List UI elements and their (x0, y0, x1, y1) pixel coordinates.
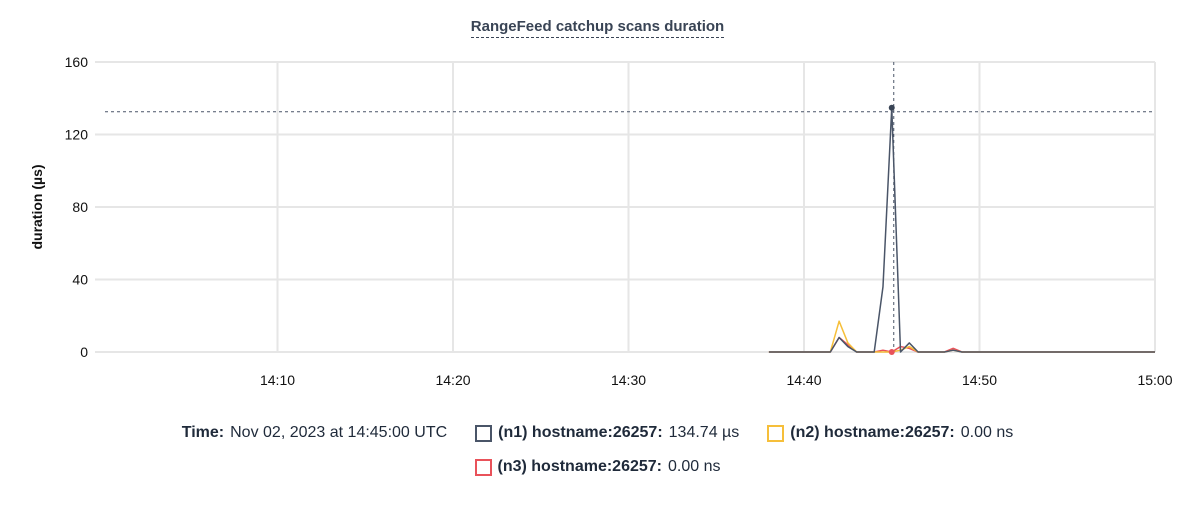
legend-item-n3[interactable]: (n3) hostname:26257: 0.00 ns (474, 458, 721, 476)
x-tick-label: 15:00 (1137, 372, 1172, 388)
hover-point (888, 104, 895, 111)
series-line (768, 107, 1155, 353)
legend-swatch (474, 458, 492, 476)
time-value: Nov 02, 2023 at 14:45:00 UTC (230, 424, 448, 441)
y-tick-label: 120 (65, 127, 89, 143)
line-chart[interactable]: 0 40 80 120 160 14:10 14:20 14:30 14:40 14:50 15:0… (0, 0, 1195, 420)
chart-title[interactable]: RangeFeed catchup scans duration (0, 18, 1195, 38)
y-tick-label: 0 (80, 344, 88, 360)
legend-time: Time: Nov 02, 2023 at 14:45:00 UTC (182, 424, 447, 442)
legend-item-n1[interactable]: (n1) hostname:26257: 134.74 µs (475, 424, 739, 442)
legend-value: 0.00 ns (668, 458, 721, 475)
legend-value: 134.74 µs (668, 424, 740, 441)
legend-name: (n3) hostname:26257: (497, 458, 663, 475)
time-label: Time: (181, 424, 225, 441)
hover-point (888, 349, 895, 355)
legend-value: 0.00 ns (960, 424, 1014, 441)
legend-name: (n1) hostname:26257: (498, 424, 663, 441)
series-line (768, 320, 1155, 353)
legend-swatch (475, 424, 493, 442)
legend-swatch (767, 424, 785, 442)
x-tick-label: 14:10 (260, 372, 295, 388)
y-tick-label: 160 (65, 54, 89, 70)
legend: Time: Nov 02, 2023 at 14:45:00 UTC (n1) h… (0, 424, 1195, 492)
x-tick-label: 14:20 (435, 372, 470, 388)
chart-title-text: RangeFeed catchup scans duration (470, 18, 725, 38)
series-line (768, 336, 1155, 353)
x-tick-label: 14:30 (611, 372, 646, 388)
legend-item-n2[interactable]: (n2) hostname:26257: 0.00 ns (767, 424, 1013, 442)
y-axis-label: duration (µs) (29, 164, 45, 249)
legend-name: (n2) hostname:26257: (790, 424, 955, 441)
x-tick-label: 14:40 (786, 372, 821, 388)
x-tick-label: 14:50 (962, 372, 997, 388)
y-tick-label: 80 (72, 199, 88, 215)
y-tick-label: 40 (72, 272, 88, 288)
